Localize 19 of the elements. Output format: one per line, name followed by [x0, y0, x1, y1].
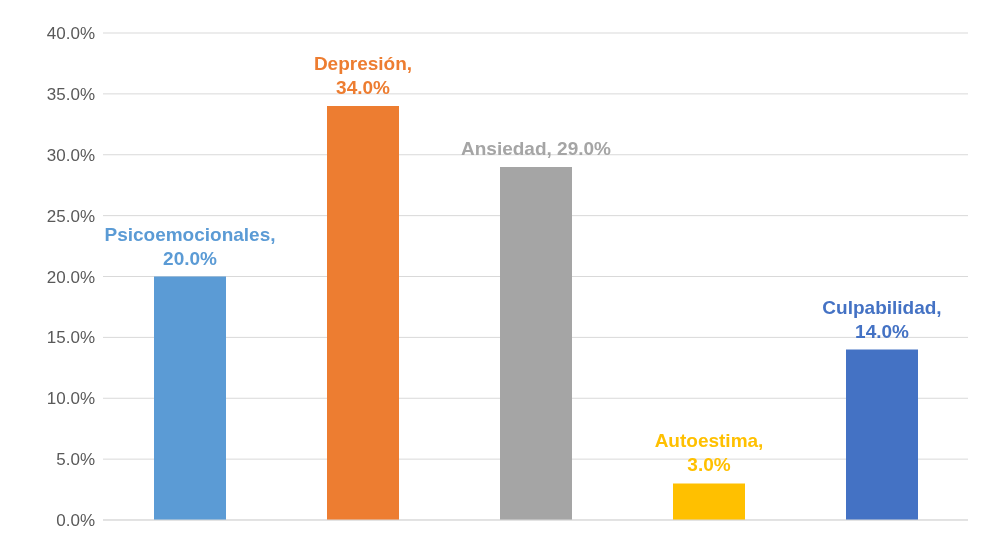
- y-tick-label: 20.0%: [46, 267, 95, 287]
- data-label: Autoestima, 3.0%: [654, 430, 764, 476]
- y-tick-label: 30.0%: [46, 145, 95, 165]
- data-label: Culpabilidad, 14.0%: [822, 296, 942, 342]
- y-tick-label: 35.0%: [46, 84, 95, 104]
- bar: [154, 276, 226, 520]
- y-tick-label: 5.0%: [56, 450, 95, 470]
- bar: [673, 483, 745, 520]
- bar: [327, 106, 399, 520]
- y-tick-label: 40.0%: [46, 24, 95, 44]
- data-label: Ansiedad, 29.0%: [461, 137, 612, 159]
- y-tick-label: 0.0%: [56, 511, 95, 531]
- bar: [846, 349, 918, 520]
- bar: [500, 166, 572, 520]
- y-tick-label: 15.0%: [46, 328, 95, 348]
- y-tick-label: 25.0%: [46, 206, 95, 226]
- data-label: Psicoemocionales, 20.0%: [104, 223, 276, 269]
- data-label: Depresión, 34.0%: [313, 53, 413, 99]
- y-tick-label: 10.0%: [46, 389, 95, 409]
